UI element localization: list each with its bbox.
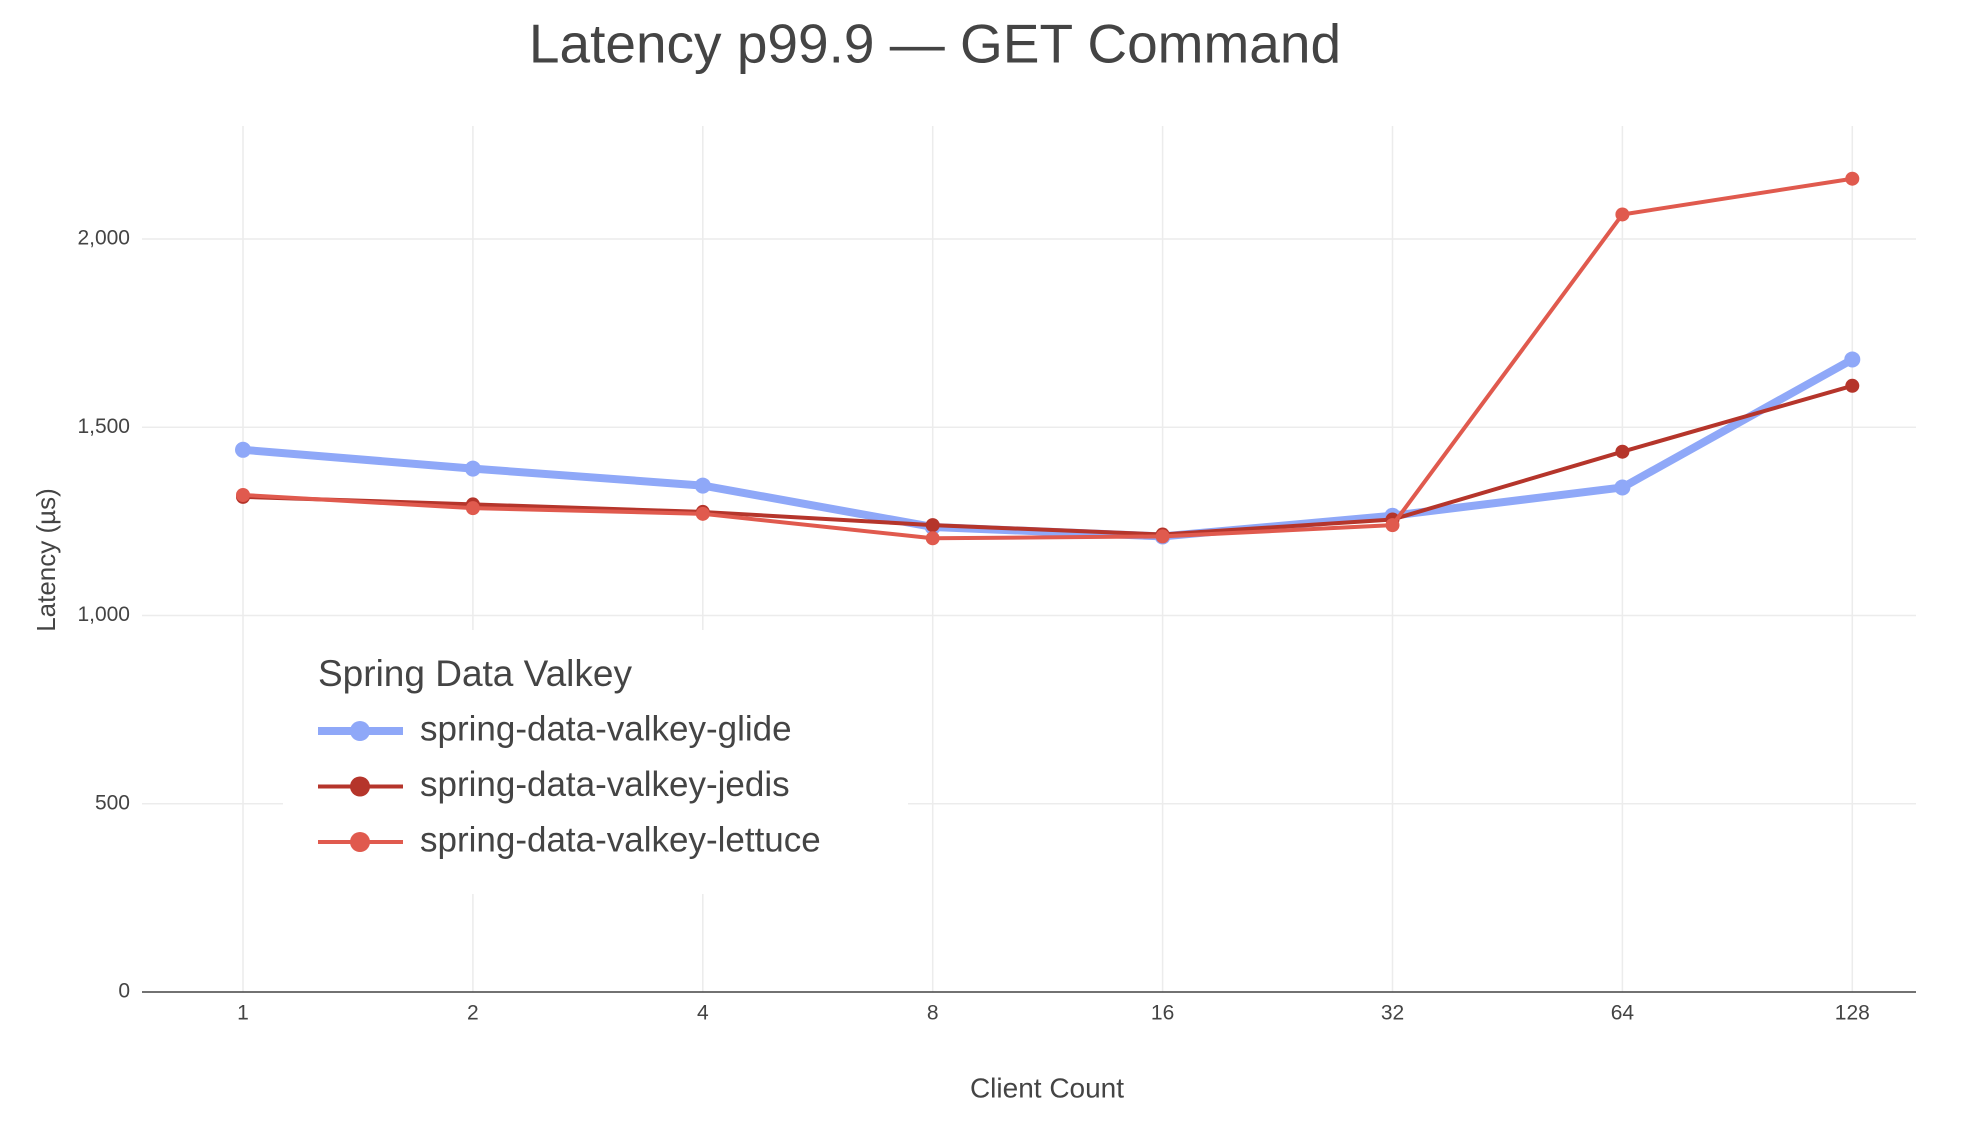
x-tick-label: 64 — [1611, 1002, 1635, 1025]
series-marker — [235, 441, 251, 458]
y-tick-label: 1,000 — [77, 603, 130, 626]
legend-background — [283, 630, 908, 894]
x-tick-label: 128 — [1835, 1002, 1870, 1025]
legend-title: Spring Data Valkey — [318, 653, 632, 694]
x-tick-label: 8 — [927, 1002, 939, 1025]
series-marker — [1845, 378, 1860, 393]
series-line — [241, 176, 1855, 541]
y-axis-title: Latency (µs) — [31, 488, 61, 632]
x-tick-label: 32 — [1381, 1002, 1404, 1025]
y-tick-label: 1,500 — [77, 415, 130, 438]
series-marker — [1615, 444, 1630, 459]
series-marker — [1385, 518, 1400, 533]
series-marker — [925, 518, 940, 533]
legend-label: spring-data-valkey-lettuce — [420, 820, 821, 859]
x-tick-label: 16 — [1151, 1002, 1174, 1025]
legend-marker — [350, 776, 370, 797]
legend-marker — [350, 832, 370, 852]
series-marker — [236, 487, 250, 502]
legend-label: spring-data-valkey-glide — [420, 709, 792, 748]
legend-label: spring-data-valkey-jedis — [420, 765, 790, 804]
y-tick-label: 2,000 — [77, 227, 130, 250]
x-axis-title: Client Count — [970, 1072, 1124, 1103]
series-marker — [1844, 351, 1861, 368]
series-marker — [1155, 529, 1170, 544]
x-tick-label: 1 — [237, 1002, 249, 1025]
series-marker — [1614, 479, 1631, 496]
x-tick-label: 4 — [697, 1002, 709, 1025]
y-tick-label: 0 — [118, 980, 130, 1003]
series-marker — [1845, 171, 1860, 186]
series-marker — [695, 506, 710, 521]
series-marker — [1615, 207, 1630, 222]
legend-marker — [350, 721, 370, 741]
chart-title: Latency p99.9 — GET Command — [529, 13, 1341, 75]
x-tick-label: 2 — [467, 1002, 479, 1025]
series-marker — [465, 501, 480, 516]
series-line — [241, 383, 1855, 537]
series-marker — [464, 460, 481, 477]
series-marker — [925, 531, 940, 546]
y-tick-label: 500 — [95, 791, 130, 814]
series-marker — [694, 477, 711, 494]
grid — [142, 126, 1916, 992]
